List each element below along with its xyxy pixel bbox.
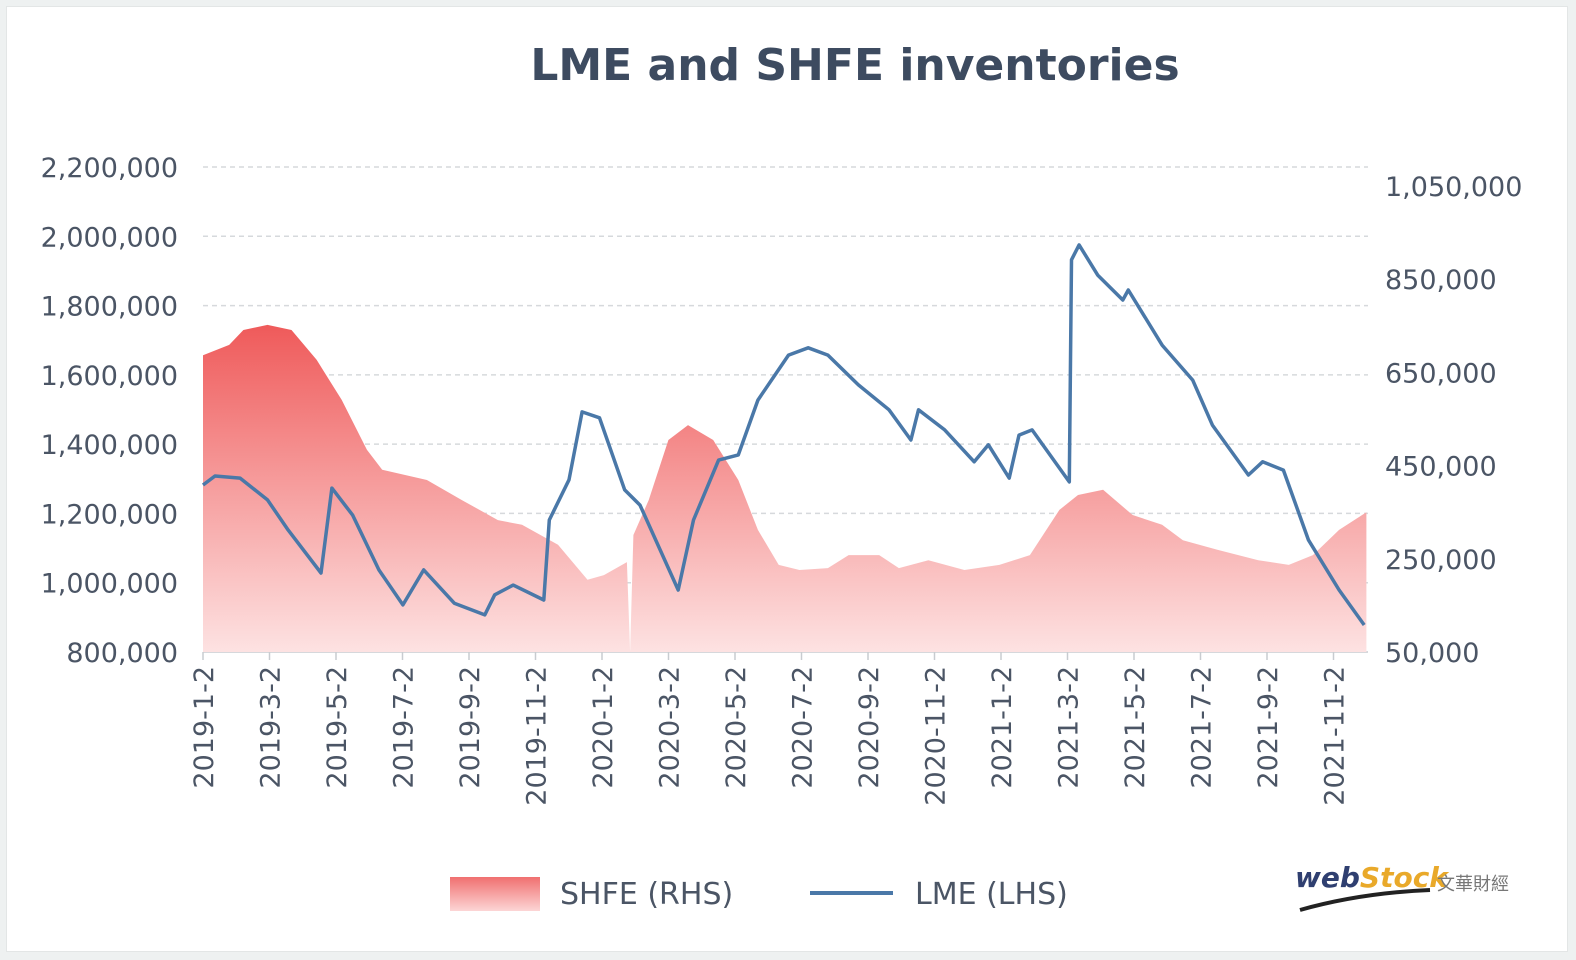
left-tick-label: 1,600,000 bbox=[41, 361, 178, 392]
x-tick-label: 2020-11-2 bbox=[921, 666, 952, 806]
x-tick-label: 2020-9-2 bbox=[854, 666, 885, 789]
x-tick-label: 2020-1-2 bbox=[588, 666, 619, 789]
x-tick-label: 2021-9-2 bbox=[1253, 666, 1284, 789]
x-tick-label: 2021-3-2 bbox=[1054, 666, 1085, 789]
x-tick-label: 2019-5-2 bbox=[322, 666, 353, 789]
x-tick-label: 2019-11-2 bbox=[522, 666, 553, 806]
x-tick-label: 2021-5-2 bbox=[1120, 666, 1151, 789]
legend: SHFE (RHS) LME (LHS) bbox=[450, 877, 1068, 912]
x-tick-label: 2021-1-2 bbox=[987, 666, 1018, 789]
svg-text:webStock: webStock bbox=[1295, 861, 1450, 894]
x-tick-label: 2021-7-2 bbox=[1187, 666, 1218, 789]
chart-title: LME and SHFE inventories bbox=[530, 40, 1179, 91]
right-tick-label: 450,000 bbox=[1385, 452, 1497, 483]
x-tick-label: 2020-3-2 bbox=[655, 666, 686, 789]
left-tick-label: 1,800,000 bbox=[41, 292, 178, 323]
svg-text:文華財經: 文華財經 bbox=[1437, 874, 1509, 895]
x-axis: 2019-1-2 2019-3-2 2019-5-2 2019-7-2 2019-9-2… bbox=[189, 652, 1351, 806]
left-tick-label: 2,000,000 bbox=[41, 222, 178, 253]
x-tick-label: 2021-11-2 bbox=[1320, 666, 1351, 806]
left-tick-label: 1,200,000 bbox=[41, 499, 178, 530]
legend-swatch-shfe bbox=[450, 877, 540, 911]
shfe-area bbox=[203, 324, 1367, 652]
webstock-logo: webStock 文華財經 bbox=[1295, 861, 1509, 912]
right-axis: 50,000 250,000 450,000 650,000 850,000 1,050,… bbox=[1385, 172, 1522, 669]
legend-label-lme: LME (LHS) bbox=[915, 877, 1068, 912]
right-tick-label: 250,000 bbox=[1385, 545, 1497, 576]
right-tick-label: 50,000 bbox=[1385, 638, 1479, 669]
legend-label-shfe: SHFE (RHS) bbox=[560, 877, 733, 912]
shfe-area-path bbox=[203, 324, 1367, 652]
left-axis: 800,000 1,000,000 1,200,000 1,400,000 1,600,… bbox=[41, 153, 178, 669]
left-tick-label: 800,000 bbox=[66, 638, 178, 669]
right-tick-label: 1,050,000 bbox=[1385, 172, 1522, 203]
left-tick-label: 1,000,000 bbox=[41, 569, 178, 600]
right-tick-label: 650,000 bbox=[1385, 358, 1497, 389]
right-tick-label: 850,000 bbox=[1385, 265, 1497, 296]
lme-line bbox=[201, 243, 1366, 627]
x-tick-label: 2019-3-2 bbox=[256, 666, 287, 789]
lme-line-path bbox=[201, 243, 1366, 627]
x-tick-label: 2020-5-2 bbox=[721, 666, 752, 789]
left-tick-label: 2,200,000 bbox=[41, 153, 178, 184]
x-tick-label: 2020-7-2 bbox=[788, 666, 819, 789]
x-tick-label: 2019-7-2 bbox=[389, 666, 420, 789]
x-tick-label: 2019-1-2 bbox=[189, 666, 220, 789]
x-tick-label: 2019-9-2 bbox=[455, 666, 486, 789]
left-tick-label: 1,400,000 bbox=[41, 430, 178, 461]
